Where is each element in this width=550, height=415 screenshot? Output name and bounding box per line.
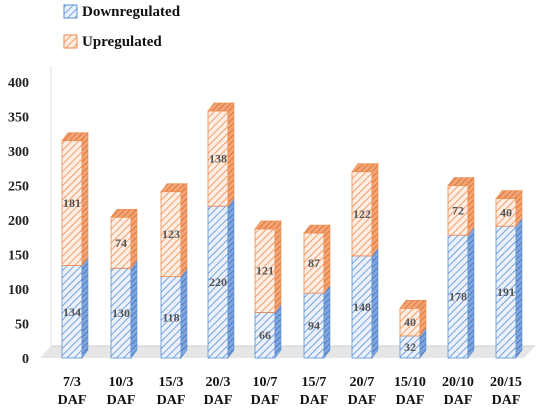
x-tick-label: DAF: [396, 393, 425, 408]
x-tick-label: 10/7: [253, 375, 278, 390]
x-tick-label: DAF: [492, 393, 521, 408]
bar-side-downregulated: [274, 303, 282, 359]
bar-side-downregulated: [180, 267, 188, 359]
bar-side-downregulated: [467, 226, 475, 359]
bar-stack: 220 138: [207, 102, 235, 359]
bar-top-upregulated: [254, 220, 282, 230]
legend-label-downregulated: Downregulated: [82, 4, 181, 20]
data-label-upregulated: 181: [63, 196, 81, 210]
bar-stack: 148 122: [351, 162, 379, 359]
bar-side-downregulated: [323, 284, 331, 359]
bar-side-downregulated: [227, 197, 235, 359]
legend-label-upregulated: Upregulated: [82, 34, 162, 50]
data-label-upregulated: 74: [115, 236, 127, 250]
bar-stack: 130 74: [110, 208, 138, 359]
y-tick-label: 250: [8, 180, 29, 195]
x-tick-label: DAF: [58, 393, 87, 408]
bar-side-downregulated: [81, 256, 89, 359]
x-axis: 7/3 DAF 10/3 DAF 15/3 DAF 20/3 DAF 10/7 DAF 15/7 DA…: [58, 375, 522, 408]
bar-side-upregulated: [227, 102, 235, 208]
bar-side-downregulated: [130, 259, 138, 359]
data-label-downregulated: 118: [162, 310, 179, 324]
x-tick-label: DAF: [348, 393, 377, 408]
legend-swatch-downregulated: [63, 4, 78, 19]
bar-top-upregulated: [351, 163, 379, 172]
x-tick-label: 20/7: [350, 375, 375, 390]
data-label-downregulated: 130: [112, 306, 130, 320]
data-label-downregulated: 134: [63, 305, 81, 319]
bar-side-upregulated: [130, 208, 138, 270]
y-tick-label: 50: [15, 318, 29, 333]
y-tick-label: 150: [8, 249, 29, 264]
bar-side-upregulated: [81, 131, 89, 267]
y-tick-label: 350: [8, 111, 29, 126]
x-tick-label: DAF: [204, 393, 233, 408]
bar-top-upregulated: [495, 190, 523, 199]
x-tick-label: DAF: [444, 393, 473, 408]
bar-side-upregulated: [323, 224, 331, 295]
y-tick-label: 300: [8, 145, 29, 160]
data-label-downregulated: 220: [209, 275, 227, 289]
bar-stack: 191 40: [495, 189, 523, 359]
x-tick-label: DAF: [157, 393, 186, 408]
bar-stack: 178 72: [447, 176, 475, 359]
legend-item-downregulated: Downregulated: [63, 4, 181, 20]
y-tick-label: 200: [8, 214, 29, 229]
data-label-downregulated: 66: [259, 328, 271, 342]
bar-top-upregulated: [160, 183, 188, 193]
bar-stack: 94 87: [303, 224, 331, 359]
bar-stack: 118 123: [160, 182, 188, 359]
x-tick-label: 15/7: [302, 375, 327, 390]
bar-top-upregulated: [61, 132, 89, 141]
y-tick-label: 0: [22, 352, 29, 367]
y-axis: 0 50 100 150 200 250 300 350 400: [8, 76, 29, 367]
bar-top-upregulated: [207, 102, 235, 112]
bar-side-downregulated: [515, 217, 523, 359]
x-tick-label: 20/10: [442, 375, 474, 390]
data-label-downregulated: 32: [404, 340, 416, 354]
data-label-downregulated: 148: [353, 300, 371, 314]
bar-side-upregulated: [467, 176, 475, 237]
x-tick-label: 15/10: [394, 375, 426, 390]
bar-top-upregulated: [399, 300, 427, 309]
x-tick-label: DAF: [300, 393, 329, 408]
bar-side-upregulated: [274, 220, 282, 314]
bar-stack: 66 121: [254, 220, 282, 359]
y-tick-label: 100: [8, 283, 29, 298]
data-label-upregulated: 87: [308, 256, 320, 270]
x-tick-label: DAF: [251, 393, 280, 408]
x-tick-label: 15/3: [159, 375, 184, 390]
y-tick-label: 400: [8, 76, 29, 91]
bar-side-upregulated: [371, 162, 379, 257]
bar-top-upregulated: [110, 208, 138, 218]
legend: Downregulated Upregulated: [63, 4, 181, 50]
data-label-downregulated: 191: [497, 285, 515, 299]
bar-top-upregulated: [447, 177, 475, 186]
bar-stack: 32 40: [399, 299, 427, 359]
bar-side-upregulated: [180, 182, 188, 278]
data-label-downregulated: 94: [308, 319, 320, 333]
x-tick-label: DAF: [107, 393, 136, 408]
legend-item-upregulated: Upregulated: [63, 34, 162, 50]
data-label-upregulated: 121: [256, 264, 274, 278]
bar-top-upregulated: [303, 224, 331, 234]
data-label-upregulated: 40: [500, 205, 512, 219]
data-label-upregulated: 138: [209, 152, 227, 166]
x-tick-label: 20/15: [490, 375, 522, 390]
data-label-upregulated: 72: [452, 203, 464, 217]
bars-layer: 134 181 130 74 118 123 220 138 66 121 94 87 148 122 32…: [61, 102, 523, 359]
x-tick-label: 20/3: [206, 375, 231, 390]
data-label-downregulated: 178: [449, 290, 467, 304]
data-label-upregulated: 40: [404, 315, 416, 329]
legend-swatch-upregulated: [63, 34, 78, 49]
data-label-upregulated: 122: [353, 207, 371, 221]
x-tick-label: 10/3: [109, 375, 134, 390]
bar-side-downregulated: [371, 246, 379, 359]
data-label-upregulated: 123: [162, 227, 180, 241]
bar-stack: 134 181: [61, 131, 89, 359]
x-tick-label: 7/3: [63, 375, 81, 390]
